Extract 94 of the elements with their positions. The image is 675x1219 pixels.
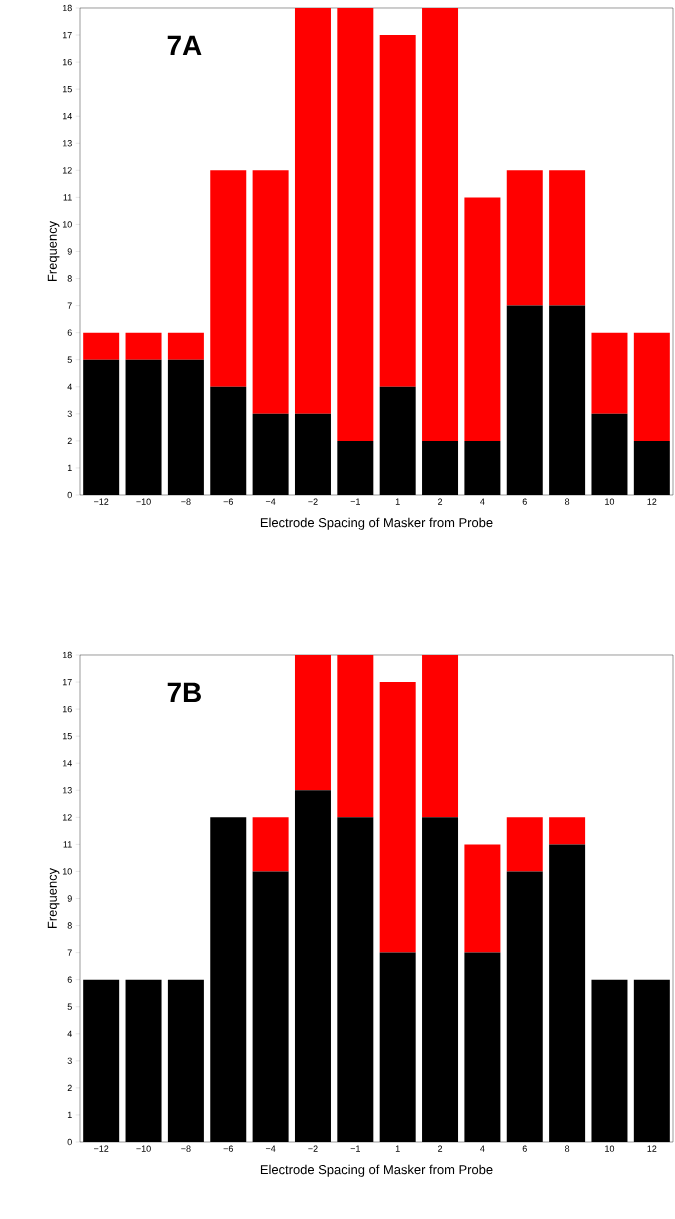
y-tick-label: 13 bbox=[62, 787, 72, 794]
y-tick-label: 8 bbox=[67, 275, 72, 282]
x-tick-label: −8 bbox=[181, 498, 191, 505]
y-tick-label: 7 bbox=[67, 949, 72, 956]
bar bbox=[252, 170, 289, 414]
bar bbox=[337, 7, 374, 441]
y-tick-label: 6 bbox=[67, 976, 72, 983]
y-tick-label: 9 bbox=[67, 248, 72, 255]
y-tick-label: 5 bbox=[67, 1003, 72, 1010]
y-tick-label: 12 bbox=[62, 167, 72, 174]
y-tick-label: 18 bbox=[62, 651, 72, 659]
x-tick-label: −8 bbox=[181, 1145, 191, 1152]
x-tick-label: −10 bbox=[136, 498, 151, 505]
y-tick-label: 15 bbox=[62, 86, 72, 93]
bar bbox=[294, 7, 331, 414]
x-axis-title: Electrode Spacing of Masker from Probe bbox=[260, 517, 493, 530]
y-tick-label: 17 bbox=[62, 31, 72, 39]
y-tick-label: 14 bbox=[62, 760, 72, 767]
bar bbox=[591, 332, 628, 414]
x-tick-label: −1 bbox=[350, 498, 360, 505]
y-tick-label: 9 bbox=[67, 895, 72, 902]
y-tick-label: 0 bbox=[67, 491, 72, 499]
bar bbox=[167, 332, 204, 360]
x-tick-label: 8 bbox=[565, 498, 570, 505]
x-tick-label: −12 bbox=[94, 1145, 109, 1152]
y-tick-label: 16 bbox=[62, 58, 72, 66]
y-tick-label: 7 bbox=[67, 302, 72, 309]
bar bbox=[633, 332, 670, 441]
x-tick-label: −10 bbox=[136, 1145, 151, 1152]
bar bbox=[379, 682, 416, 953]
y-tick-label: 6 bbox=[67, 329, 72, 336]
bar bbox=[549, 817, 586, 845]
x-tick-label: 8 bbox=[565, 1145, 570, 1152]
y-tick-label: 4 bbox=[67, 383, 72, 390]
y-tick-label: 3 bbox=[67, 410, 72, 417]
y-tick-label: 8 bbox=[67, 922, 72, 929]
x-tick-label: 6 bbox=[522, 498, 527, 505]
y-tick-label: 12 bbox=[62, 814, 72, 821]
bar bbox=[294, 655, 331, 791]
x-tick-label: 1 bbox=[395, 1145, 400, 1152]
bar bbox=[464, 844, 501, 953]
x-tick-label: 6 bbox=[522, 1145, 527, 1152]
y-tick-label: 16 bbox=[62, 705, 72, 713]
y-tick-label: 13 bbox=[62, 140, 72, 147]
y-tick-label: 0 bbox=[67, 1138, 72, 1146]
bar bbox=[125, 332, 162, 360]
y-tick-label: 2 bbox=[67, 1084, 72, 1092]
y-tick-label: 1 bbox=[67, 464, 72, 472]
x-tick-label: −4 bbox=[265, 1145, 276, 1152]
y-tick-label: 14 bbox=[62, 113, 72, 120]
x-tick-label: 4 bbox=[480, 498, 485, 505]
y-tick-label: 11 bbox=[63, 194, 72, 201]
bar bbox=[210, 170, 247, 387]
y-tick-label: 15 bbox=[62, 733, 72, 740]
x-tick-label: −4 bbox=[265, 498, 276, 505]
y-tick-label: 17 bbox=[62, 678, 72, 686]
x-tick-label: 1 bbox=[395, 498, 400, 505]
x-tick-label: 4 bbox=[480, 1145, 485, 1152]
y-axis-title: Frequency bbox=[47, 867, 60, 929]
x-tick-label: −2 bbox=[308, 498, 318, 505]
text: 7B bbox=[167, 682, 201, 703]
y-tick-label: 10 bbox=[62, 868, 72, 875]
y-tick-label: 1 bbox=[67, 1111, 72, 1119]
y-tick-label: 5 bbox=[67, 356, 72, 363]
x-tick-label: −1 bbox=[350, 1145, 360, 1152]
x-tick-label: 2 bbox=[438, 1145, 443, 1152]
x-tick-label: −6 bbox=[223, 1145, 233, 1152]
bar bbox=[379, 35, 416, 387]
x-tick-label: −12 bbox=[94, 498, 109, 505]
x-tick-label: 12 bbox=[647, 1145, 657, 1152]
bar bbox=[506, 817, 543, 872]
y-tick-label: 3 bbox=[67, 1057, 72, 1065]
x-axis-title: Electrode Spacing of Masker from Probe bbox=[260, 1164, 493, 1177]
y-tick-label: 10 bbox=[62, 221, 72, 228]
bar bbox=[422, 655, 459, 818]
y-tick-label: 18 bbox=[62, 4, 72, 12]
x-tick-label: 2 bbox=[438, 498, 443, 505]
x-tick-label: 10 bbox=[605, 498, 615, 505]
y-tick-label: 2 bbox=[67, 437, 72, 445]
bar bbox=[337, 655, 374, 818]
x-tick-label: 10 bbox=[605, 1145, 615, 1152]
y-axis-title: Frequency bbox=[47, 220, 60, 282]
bar bbox=[549, 170, 586, 306]
bar bbox=[464, 197, 501, 441]
x-tick-label: 12 bbox=[647, 498, 657, 505]
y-tick-label: 11 bbox=[63, 841, 72, 848]
text: 7A bbox=[167, 35, 202, 56]
y-tick-label: 4 bbox=[67, 1030, 72, 1037]
bar bbox=[506, 170, 543, 306]
bar bbox=[252, 817, 289, 872]
x-tick-label: −6 bbox=[223, 498, 233, 505]
bar bbox=[83, 332, 120, 360]
bar bbox=[422, 7, 459, 441]
x-tick-label: −2 bbox=[308, 1145, 318, 1152]
